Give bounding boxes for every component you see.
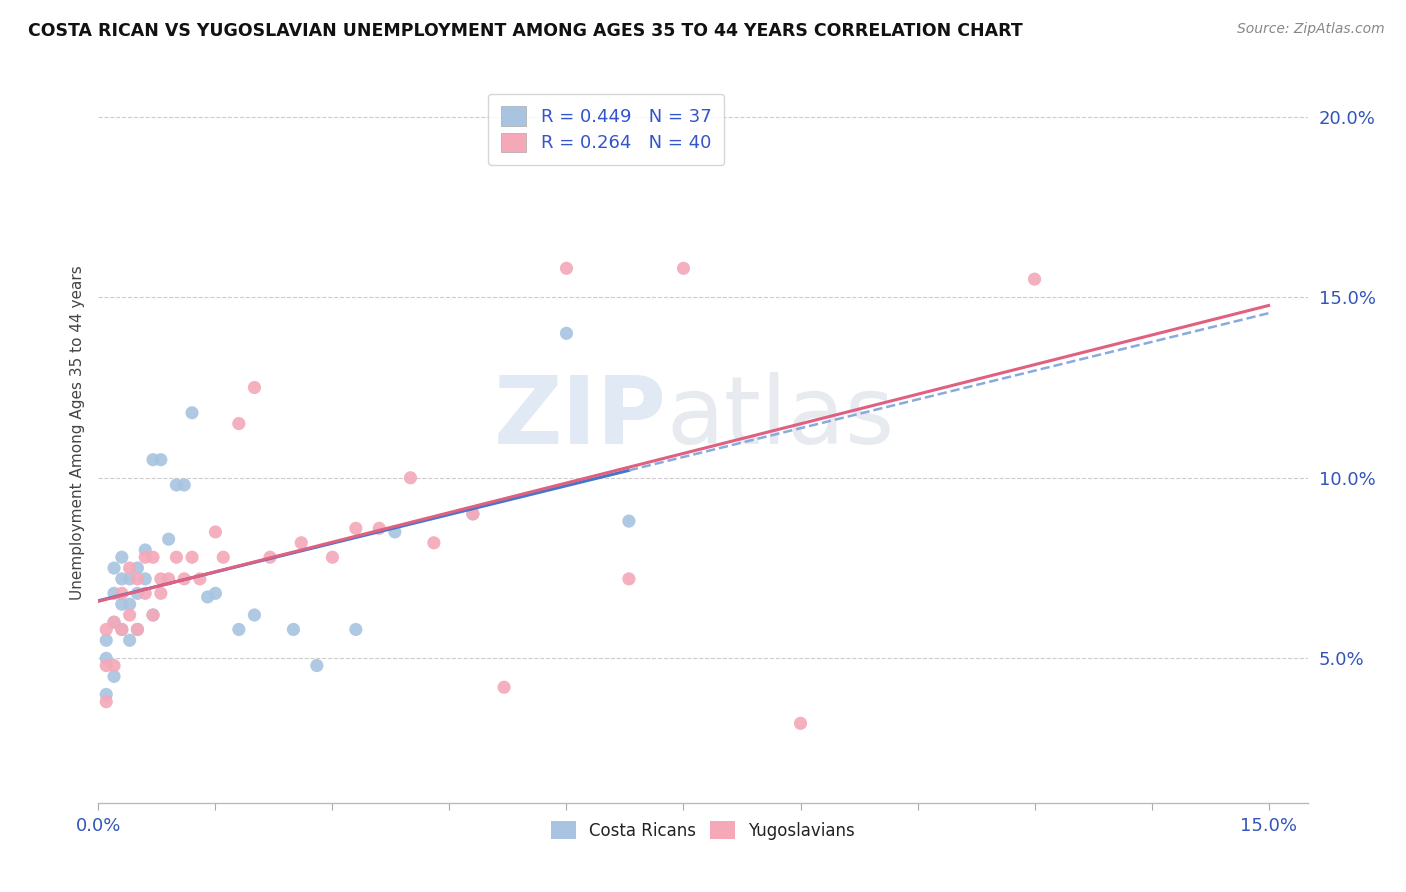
Point <box>321 550 343 565</box>
Text: COSTA RICAN VS YUGOSLAVIAN UNEMPLOYMENT AMONG AGES 35 TO 44 YEARS CORRELATION CH: COSTA RICAN VS YUGOSLAVIAN UNEMPLOYMENT … <box>28 22 1024 40</box>
Point <box>118 561 141 575</box>
Point <box>305 658 328 673</box>
Point <box>165 478 187 492</box>
Point <box>494 680 516 694</box>
Point <box>96 633 118 648</box>
Point <box>142 607 165 622</box>
Point <box>384 524 406 539</box>
Legend: Costa Ricans, Yugoslavians: Costa Ricans, Yugoslavians <box>544 814 862 847</box>
Point <box>157 532 180 546</box>
Point <box>142 452 165 467</box>
Point <box>399 471 422 485</box>
Point <box>228 623 250 637</box>
Point <box>118 607 141 622</box>
Point <box>1024 272 1046 286</box>
Point <box>134 586 156 600</box>
Point <box>103 561 125 575</box>
Point <box>134 572 156 586</box>
Point <box>142 607 165 622</box>
Point <box>134 550 156 565</box>
Point <box>149 452 172 467</box>
Point <box>290 535 312 549</box>
Point <box>283 623 305 637</box>
Point <box>103 658 125 673</box>
Point <box>103 669 125 683</box>
Point <box>344 623 367 637</box>
Text: ZIP: ZIP <box>494 372 666 464</box>
Point <box>149 586 172 600</box>
Point <box>243 380 266 394</box>
Point <box>672 261 695 276</box>
Y-axis label: Unemployment Among Ages 35 to 44 years: Unemployment Among Ages 35 to 44 years <box>69 265 84 600</box>
Point <box>96 651 118 665</box>
Point <box>259 550 281 565</box>
Point <box>111 623 134 637</box>
Point <box>181 406 204 420</box>
Point <box>111 550 134 565</box>
Point <box>96 695 118 709</box>
Point <box>96 658 118 673</box>
Point <box>118 572 141 586</box>
Point <box>461 507 484 521</box>
Point <box>96 688 118 702</box>
Point <box>127 572 149 586</box>
Point <box>228 417 250 431</box>
Point <box>134 543 156 558</box>
Point <box>173 572 195 586</box>
Point <box>111 586 134 600</box>
Point <box>118 597 141 611</box>
Point <box>204 586 226 600</box>
Point <box>197 590 219 604</box>
Point <box>165 550 187 565</box>
Point <box>555 261 578 276</box>
Text: Source: ZipAtlas.com: Source: ZipAtlas.com <box>1237 22 1385 37</box>
Point <box>789 716 811 731</box>
Point <box>181 550 204 565</box>
Point <box>423 535 446 549</box>
Point <box>555 326 578 341</box>
Point <box>127 623 149 637</box>
Point <box>368 521 391 535</box>
Point <box>149 572 172 586</box>
Point <box>103 615 125 630</box>
Point <box>127 623 149 637</box>
Text: atlas: atlas <box>666 372 896 464</box>
Point <box>111 623 134 637</box>
Point <box>212 550 235 565</box>
Point <box>96 623 118 637</box>
Point <box>461 507 484 521</box>
Point <box>127 586 149 600</box>
Point <box>188 572 211 586</box>
Point <box>118 633 141 648</box>
Point <box>173 478 195 492</box>
Point <box>157 572 180 586</box>
Point <box>204 524 226 539</box>
Point <box>617 572 640 586</box>
Point <box>142 550 165 565</box>
Point <box>617 514 640 528</box>
Point <box>111 572 134 586</box>
Point <box>111 597 134 611</box>
Point <box>103 615 125 630</box>
Point <box>243 607 266 622</box>
Point <box>344 521 367 535</box>
Point <box>103 586 125 600</box>
Point <box>127 561 149 575</box>
